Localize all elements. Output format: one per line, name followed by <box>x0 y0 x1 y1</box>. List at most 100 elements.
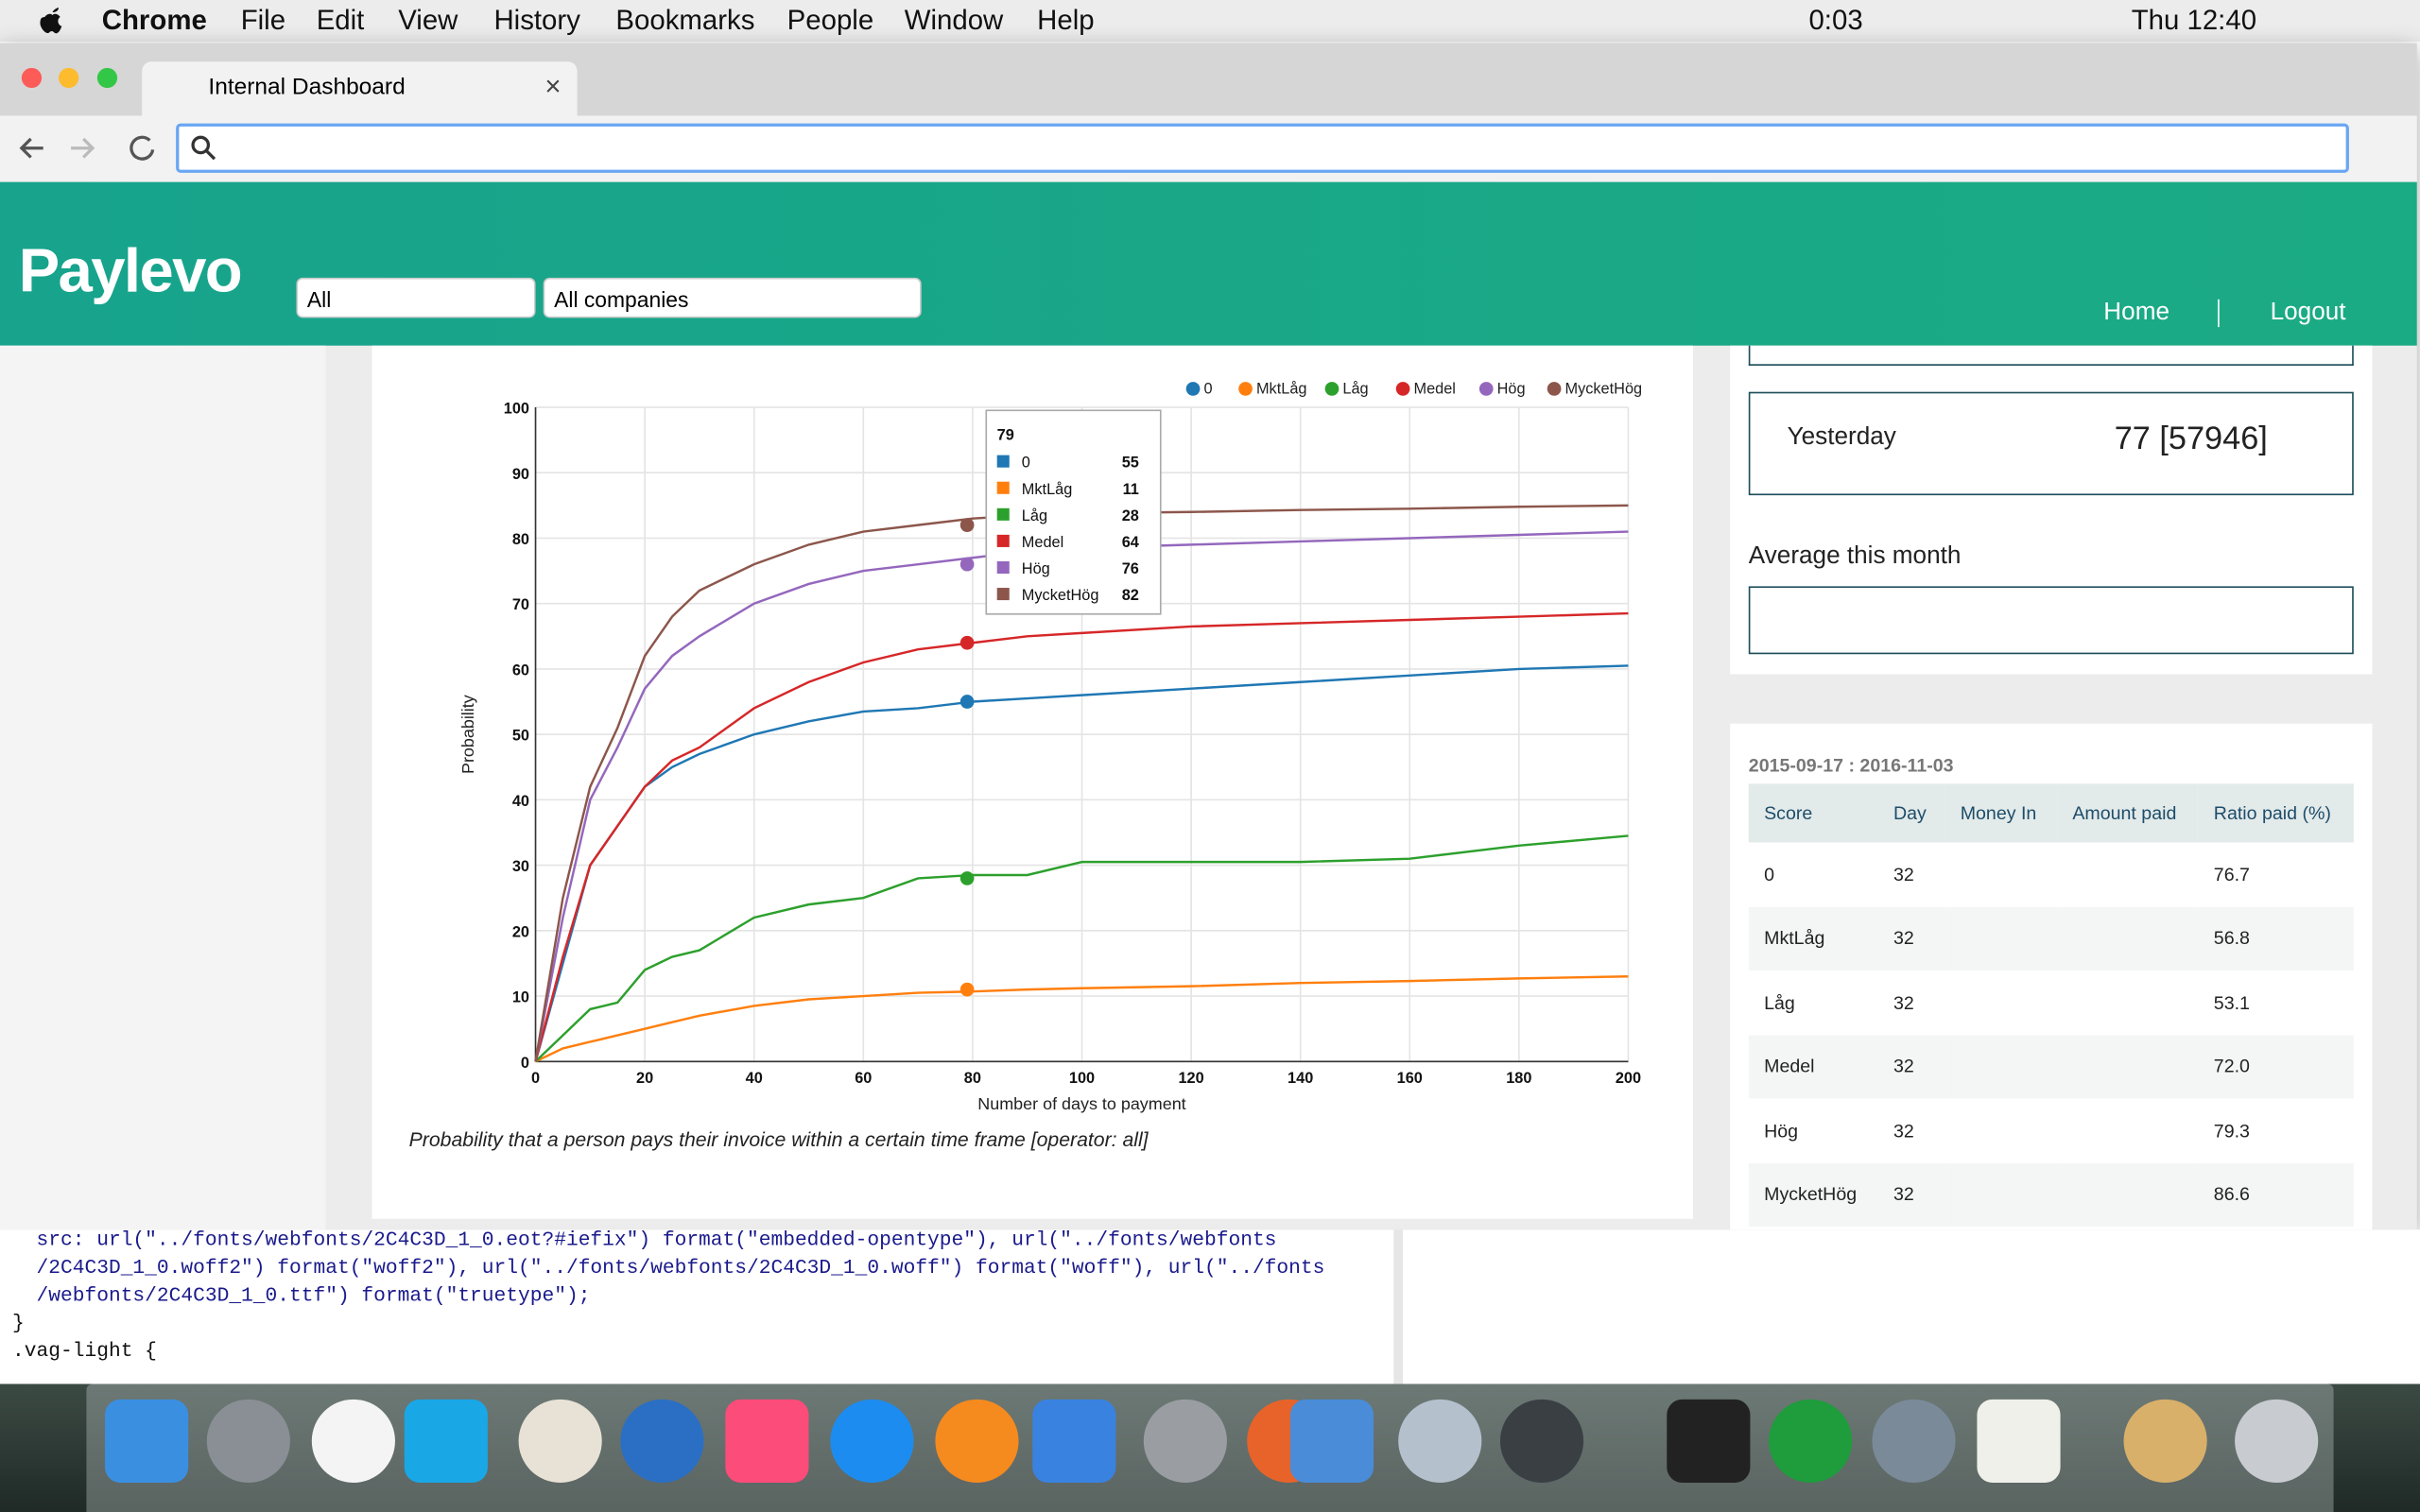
sidebar <box>0 345 326 1230</box>
dock-icon[interactable] <box>1143 1399 1227 1483</box>
y-tick-label: 90 <box>512 466 529 483</box>
y-tick-label: 20 <box>512 923 529 940</box>
tooltip-name: 0 <box>1022 455 1030 472</box>
tab-close[interactable]: × <box>544 71 562 102</box>
close-button[interactable] <box>21 67 43 89</box>
dock-icon[interactable] <box>1289 1399 1374 1483</box>
tooltip-value: 64 <box>1122 534 1139 551</box>
dock-icon[interactable] <box>935 1399 1019 1483</box>
y-tick-label: 10 <box>512 989 529 1006</box>
x-tick-label: 100 <box>1069 1070 1095 1087</box>
app-name[interactable]: Chrome <box>101 4 207 36</box>
dock-icon[interactable] <box>2235 1399 2319 1483</box>
table-cell: 76.7 <box>2213 863 2250 885</box>
tooltip-value: 55 <box>1122 455 1139 472</box>
dock-icon[interactable] <box>725 1399 809 1483</box>
dock-icon[interactable] <box>1667 1399 1751 1483</box>
apple-icon <box>40 8 62 34</box>
table-cell: 32 <box>1877 1034 1945 1099</box>
table-cell: 56.8 <box>2198 906 2354 971</box>
stats-panel: Yesterday 77 [57946] Average this month <box>1730 345 2373 675</box>
line-series <box>534 611 1629 1062</box>
tab[interactable]: Internal Dashboard × <box>142 61 578 116</box>
menu-item[interactable]: File <box>240 4 286 36</box>
y-tick-label: 60 <box>512 662 529 679</box>
stat-label: Yesterday <box>1787 423 1896 451</box>
x-tick-label: 120 <box>1178 1070 1203 1087</box>
menu-item[interactable]: Bookmarks <box>615 4 755 36</box>
y-tick-label: 50 <box>512 728 529 745</box>
menu-item[interactable]: History <box>493 4 580 36</box>
menu-item[interactable]: Window <box>904 4 1004 36</box>
tooltip-value: 76 <box>1122 560 1139 577</box>
tooltip-name: MktLåg <box>1022 481 1073 498</box>
tooltip-value: 11 <box>1123 481 1139 498</box>
search-icon <box>191 135 216 161</box>
select[interactable]: All companies <box>543 277 922 318</box>
minimize-button[interactable] <box>59 67 79 89</box>
table-cell <box>1945 1098 2057 1162</box>
table-cell: MktLåg <box>1748 906 1878 971</box>
table-cell: 32 <box>1893 1119 1914 1142</box>
dock-icon[interactable] <box>1769 1399 1853 1483</box>
table-cell: Låg <box>1764 991 1795 1014</box>
legend-swatch <box>1547 382 1562 396</box>
menu-bar: Chrome 0:03 Thu 12:40 File Edit View Histor… <box>0 0 2420 43</box>
legend-label: Hög <box>1497 380 1526 397</box>
dock-icon[interactable] <box>206 1399 290 1483</box>
zoom-button[interactable] <box>96 67 118 89</box>
dock-icon[interactable] <box>1872 1399 1956 1483</box>
dock-icon[interactable] <box>105 1399 189 1483</box>
legend-label: MktLåg <box>1256 380 1306 397</box>
menu-item[interactable]: People <box>786 4 874 36</box>
table-cell: 72.0 <box>2198 1034 2354 1099</box>
nav-link[interactable]: Home <box>2103 299 2169 326</box>
highlight-point <box>959 635 975 650</box>
tooltip-name: Låg <box>1022 507 1047 524</box>
legend-label: 0 <box>1203 380 1212 397</box>
dock-icon[interactable] <box>404 1399 488 1483</box>
address-bar[interactable] <box>176 123 2349 173</box>
table-row: Hög 32 79.3 <box>1749 1098 2354 1162</box>
tooltip-value: 28 <box>1122 507 1139 524</box>
nav-link[interactable]: Logout <box>2270 299 2346 326</box>
select[interactable]: All <box>296 277 536 318</box>
table-cell <box>1945 1034 2058 1099</box>
nav-buttons[interactable] <box>15 131 162 165</box>
tooltip-swatch <box>996 560 1010 575</box>
table-row: Medel 32 72.0 <box>1748 1034 2354 1099</box>
table-cell <box>1945 971 2057 1035</box>
dock-icon[interactable] <box>2123 1399 2207 1483</box>
line-series <box>534 834 1629 1063</box>
dock-icon[interactable] <box>1977 1399 2061 1483</box>
x-tick-label: 40 <box>746 1070 763 1087</box>
dock-icon[interactable] <box>1032 1399 1116 1483</box>
code-line: /2C4C3D_1_0.woff2") format("woff2"), url… <box>12 1255 1325 1280</box>
column-header: Ratio paid (%) <box>2198 783 2354 843</box>
table-row: MktLåg 32 56.8 <box>1748 906 2354 971</box>
table-cell <box>2057 842 2198 906</box>
code-editor: src: url("../fonts/webfonts/2C4C3D_1_0.e… <box>0 1228 2420 1384</box>
dock-icon[interactable] <box>830 1399 914 1483</box>
menu-item[interactable]: Edit <box>316 4 365 36</box>
dock-icon[interactable] <box>311 1399 395 1483</box>
y-tick-label: 40 <box>512 793 529 810</box>
menu-item[interactable]: View <box>398 4 458 36</box>
stat-box <box>1748 345 2354 366</box>
dock-icon[interactable] <box>620 1399 704 1483</box>
menu-item[interactable]: Help <box>1037 4 1095 36</box>
dock-icon[interactable] <box>1499 1399 1584 1483</box>
column-header: Score <box>1748 783 1878 843</box>
dock-icon[interactable] <box>1398 1399 1482 1483</box>
clock[interactable]: Thu 12:40 <box>2131 4 2257 36</box>
dock-icon[interactable] <box>518 1399 602 1483</box>
legend-swatch <box>1478 382 1494 396</box>
table-panel: 2015-09-17 : 2016-11-03 Score Day Money In… <box>1730 723 2373 1230</box>
site-header: Paylevo All All companies Home Logout <box>0 181 2417 346</box>
browser-window: Internal Dashboard × Paylevo All All com… <box>0 43 2417 1230</box>
x-tick-label: 20 <box>636 1070 653 1087</box>
table-cell: 32 <box>1877 906 1945 971</box>
table-cell: MycketHög <box>1748 1162 1878 1227</box>
logo[interactable]: Paylevo <box>18 237 243 306</box>
